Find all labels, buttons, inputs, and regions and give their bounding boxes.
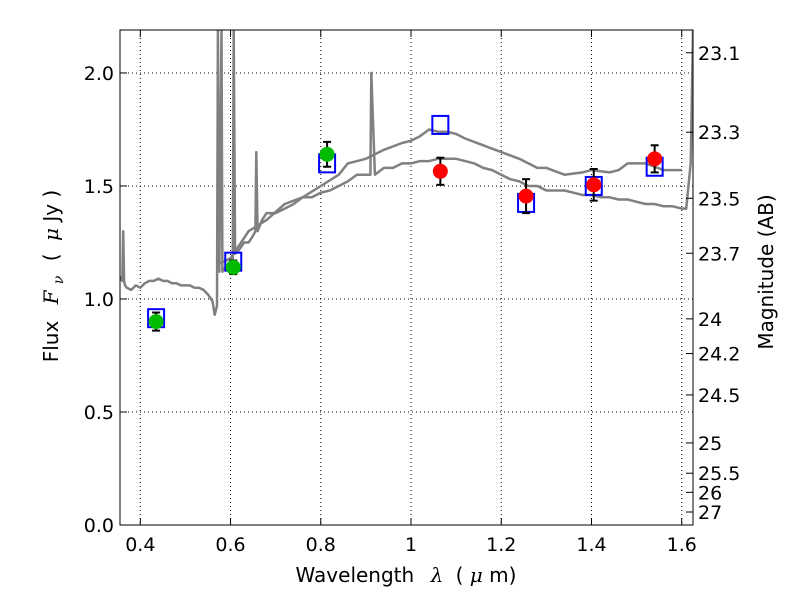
y-axis-symbol: F bbox=[39, 289, 63, 305]
plot-area: 0.4 0.6 0.8 1 1.2 1.4 1.6 0.0 0.5 1.0 1.5 2.0 23.1 23… bbox=[84, 29, 740, 556]
y-axis-unit-rest: Jy ) bbox=[39, 190, 63, 224]
y-tick-label: 1.0 bbox=[84, 289, 114, 311]
y-axis-unit-open: ( bbox=[39, 253, 63, 261]
y-tick-label: 0.0 bbox=[84, 515, 114, 537]
x-tick-label: 0.6 bbox=[215, 534, 245, 556]
x-axis-title: Wavelength λ ( μ m) bbox=[296, 563, 517, 587]
magnitude-tick-label: 23.5 bbox=[698, 188, 740, 210]
magnitude-tick-label: 26 bbox=[698, 482, 722, 504]
magnitude-tick-label: 23.7 bbox=[698, 243, 740, 265]
x-tick-label: 0.4 bbox=[125, 534, 155, 556]
nir-photometry-point bbox=[586, 177, 602, 193]
magnitude-tick-label: 23.1 bbox=[698, 43, 740, 65]
magnitude-tick-label: 23.3 bbox=[698, 122, 740, 144]
spectrum-line bbox=[120, 30, 693, 317]
svg-text:Flux F ν (: Flux F ν ( μ Jy ) bbox=[39, 190, 68, 363]
model-photometry-square bbox=[431, 114, 450, 135]
y-axis-label: Flux bbox=[39, 321, 63, 363]
magnitude-axis-label: Magnitude (AB) bbox=[754, 194, 778, 349]
x-axis-unit-rest: m) bbox=[489, 563, 516, 587]
optical-photometry-point bbox=[319, 146, 335, 162]
magnitude-tick-label: 25 bbox=[698, 433, 722, 455]
nir-photometry-point bbox=[647, 151, 663, 167]
y-tick-label: 0.5 bbox=[84, 402, 114, 424]
svg-text:Wavelength λ (: Wavelength λ ( μ m) bbox=[296, 563, 517, 587]
y-axis-title: Flux F ν ( μ Jy ) bbox=[39, 190, 68, 363]
x-axis-label: Wavelength bbox=[296, 563, 415, 587]
x-tick-label: 1.6 bbox=[667, 534, 697, 556]
magnitude-tick-label: 27 bbox=[698, 502, 722, 524]
x-axis-unit-mu: μ bbox=[470, 563, 483, 587]
y-tick-label: 1.5 bbox=[84, 176, 114, 198]
y-axis-subscript: ν bbox=[51, 275, 67, 284]
y-tick-label: 2.0 bbox=[84, 63, 114, 85]
spectrum-line bbox=[219, 128, 682, 265]
plot-frame bbox=[119, 29, 694, 526]
data-layer bbox=[120, 30, 693, 332]
magnitude-tick-label: 24.2 bbox=[698, 344, 740, 366]
magnitude-tick-label: 25.5 bbox=[698, 463, 740, 485]
optical-photometry-point bbox=[225, 259, 241, 275]
nir-photometry-point bbox=[518, 188, 534, 204]
optical-photometry-point bbox=[148, 314, 164, 330]
x-axis-unit-open: ( bbox=[456, 563, 464, 587]
y-axis-unit-mu: μ bbox=[39, 228, 63, 241]
nir-photometry-point bbox=[432, 163, 448, 179]
x-tick-label: 1.2 bbox=[486, 534, 516, 556]
x-tick-label: 0.8 bbox=[306, 534, 336, 556]
x-tick-label: 1.4 bbox=[576, 534, 606, 556]
y2-axis-title: Magnitude (AB) bbox=[754, 194, 778, 349]
magnitude-tick-label: 24.5 bbox=[698, 385, 740, 407]
x-axis-symbol: λ bbox=[430, 563, 444, 587]
magnitude-tick-label: 24 bbox=[698, 309, 722, 331]
x-tick-label: 1 bbox=[405, 534, 417, 556]
